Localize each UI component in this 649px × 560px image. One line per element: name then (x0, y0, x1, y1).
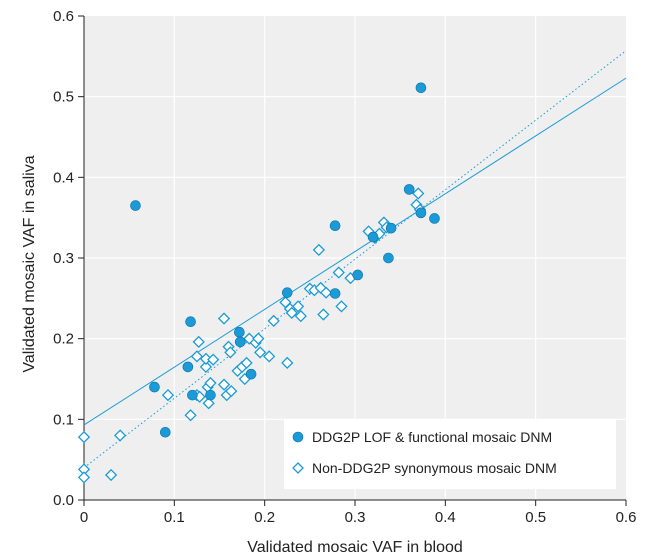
data-point-diamond (267, 314, 280, 328)
y-tick-label: 0.2 (53, 331, 74, 348)
x-tick-label: 0.5 (525, 509, 546, 526)
legend-marker-circle (292, 431, 304, 443)
data-point-circle (415, 82, 427, 94)
data-point-diamond (104, 468, 118, 482)
data-point-diamond (77, 430, 91, 444)
data-point-circle (160, 426, 171, 438)
data-point-circle (281, 287, 293, 298)
data-point-diamond (412, 187, 425, 200)
data-point-diamond (294, 309, 307, 323)
data-point-diamond (281, 356, 294, 369)
y-tick-label: 0.1 (53, 411, 74, 428)
data-point-circle (329, 220, 341, 232)
data-point-diamond (184, 409, 197, 422)
data-point-diamond (202, 397, 215, 410)
data-point-circle (187, 389, 198, 401)
x-tick-label: 0.4 (435, 509, 456, 526)
data-point-diamond (285, 306, 298, 319)
data-point-circle (329, 288, 341, 299)
y-tick-label: 0.6 (53, 8, 74, 25)
y-tick-label: 0.3 (53, 250, 74, 267)
data-point-diamond (335, 300, 348, 313)
data-point-diamond (225, 384, 238, 398)
legend: DDG2P LOF & functional mosaic DNM Non-DD… (284, 419, 616, 489)
data-point-diamond (291, 300, 305, 313)
legend-box (284, 419, 616, 489)
data-point-diamond (77, 471, 91, 484)
data-point-diamond (114, 429, 127, 442)
data-point-diamond (319, 286, 333, 299)
data-point-circle (403, 184, 415, 195)
y-tick-label: 0.4 (53, 169, 74, 186)
data-point-diamond (190, 350, 204, 363)
data-point-diamond (192, 335, 205, 349)
data-point-circle (245, 368, 257, 380)
data-point-circle (385, 222, 397, 234)
data-point-circle (149, 381, 160, 393)
y-axis-label: Validated mosaic VAF in saliva (21, 155, 38, 372)
x-tick-label: 0 (80, 509, 88, 526)
data-point-diamond (263, 350, 276, 363)
data-point-circle (234, 326, 245, 338)
data-point-diamond (254, 346, 267, 359)
legend-label-ddg2p: DDG2P LOF & functional mosaic DNM (312, 429, 552, 445)
data-point-circle (185, 316, 196, 328)
data-point-circle (352, 269, 364, 281)
data-point-diamond (224, 346, 237, 359)
data-point-diamond (199, 352, 213, 365)
fit-lines (83, 50, 627, 469)
x-tick-label: 0.3 (345, 509, 366, 526)
data-point-diamond (217, 378, 231, 391)
x-tick-label: 0.2 (254, 509, 275, 526)
data-point-circle (383, 252, 394, 264)
data-point-diamond (252, 332, 265, 345)
x-axis-label: Validated mosaic VAF in blood (247, 539, 463, 556)
x-tick-label: 0.6 (616, 509, 637, 526)
legend-marker-diamond (292, 462, 304, 474)
data-point-diamond (207, 353, 220, 366)
data-point-diamond (332, 266, 345, 279)
data-point-circle (429, 213, 440, 224)
data-point-diamond (243, 332, 256, 345)
data-point-diamond (161, 389, 175, 402)
y-tick-label: 0.5 (53, 89, 74, 106)
data-point-diamond (240, 356, 253, 369)
data-point-diamond (312, 243, 325, 257)
y-tick-label: 0.0 (53, 492, 74, 509)
data-point-circle (234, 336, 246, 348)
data-points (77, 82, 440, 484)
data-point-diamond (204, 376, 217, 390)
legend-label-non-ddg2p: Non-DDG2P synonymous mosaic DNM (312, 460, 557, 476)
data-point-circle (367, 231, 379, 243)
data-point-circle (130, 200, 141, 211)
data-point-diamond (317, 308, 330, 321)
axes: 0 0.1 0.2 0.3 0.4 0.5 0.6 0.0 0.1 0.2 0.3 0.4 0.5 0.6 (53, 8, 636, 526)
data-point-circle (182, 361, 194, 373)
fit-line-solid (83, 77, 627, 426)
data-point-circle (205, 389, 216, 401)
data-point-circle (415, 207, 427, 219)
data-point-diamond (217, 312, 231, 325)
x-tick-label: 0.1 (164, 509, 185, 526)
data-point-diamond (199, 360, 213, 374)
